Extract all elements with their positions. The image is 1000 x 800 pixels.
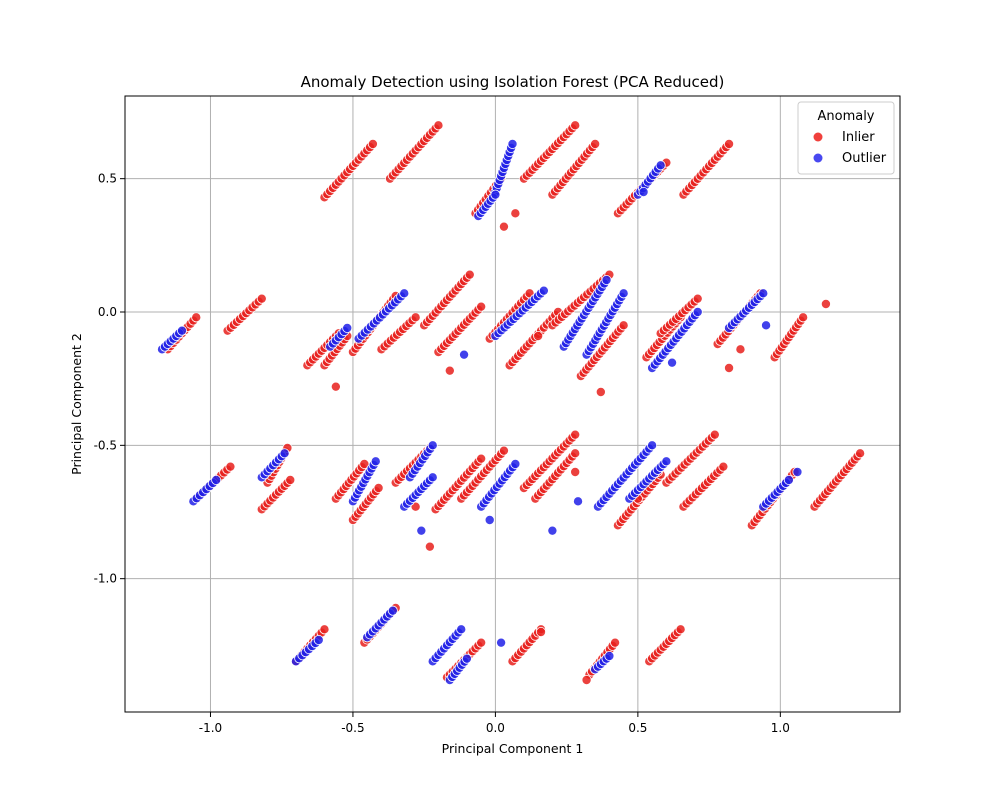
legend-title: Anomaly [817, 109, 874, 124]
outlier-point [370, 456, 381, 467]
outlier-point [387, 605, 398, 616]
inlier-point [510, 208, 521, 219]
outlier-point [211, 474, 222, 485]
outlier-point [427, 472, 438, 483]
x-axis-label: Principal Component 1 [442, 741, 584, 756]
inlier-point [570, 448, 581, 459]
outlier-point [342, 322, 353, 333]
y-axis-label: Principal Component 2 [69, 333, 84, 475]
outlier-point [416, 525, 427, 536]
x-tick-label: 0.5 [628, 721, 647, 735]
inlier-point [570, 429, 581, 440]
outlier-point [792, 466, 803, 477]
outlier-point [538, 285, 549, 296]
inlier-point [570, 120, 581, 131]
legend-marker-outlier [813, 153, 823, 163]
inlier-point [433, 120, 444, 131]
x-tick-label: -1.0 [199, 721, 222, 735]
inlier-point [570, 466, 581, 477]
inlier-point [444, 365, 455, 376]
inlier-point [595, 386, 606, 397]
inlier-point [533, 330, 544, 341]
outlier-point [399, 288, 410, 299]
scatter-points [157, 120, 866, 686]
legend-label-inlier: Inlier [842, 130, 875, 145]
inlier-point [692, 293, 703, 304]
outlier-point [459, 349, 470, 360]
outlier-point [601, 274, 612, 285]
outlier-point [490, 189, 501, 200]
x-tick-label: 0.0 [486, 721, 505, 735]
outlier-point [427, 440, 438, 451]
inlier-point [618, 320, 629, 331]
outlier-point [279, 448, 290, 459]
outlier-point [761, 320, 772, 331]
inlier-point [675, 624, 686, 635]
y-tick-label: -0.5 [94, 438, 117, 452]
inlier-point [820, 298, 831, 309]
inlier-point [718, 461, 729, 472]
outlier-point [313, 635, 324, 646]
legend-marker-inlier [813, 132, 823, 142]
plot-frame [124, 95, 901, 713]
outlier-point [783, 474, 794, 485]
inlier-point [498, 221, 509, 232]
axis-ticks: -1.0 -0.5 0.0 0.5 1.0 0.5 0.0 -0.5 -1.0 [94, 172, 790, 735]
inlier-point [855, 448, 866, 459]
outlier-point [573, 496, 584, 507]
outlier-point [618, 288, 629, 299]
outlier-point [667, 357, 678, 368]
inlier-point [724, 138, 735, 149]
inlier-point [424, 541, 435, 552]
outlier-point [510, 458, 521, 469]
legend: Anomaly Inlier Outlier [797, 101, 895, 175]
outlier-point [692, 306, 703, 317]
inlier-point [464, 269, 475, 280]
inlier-point [724, 362, 735, 373]
inlier-point [498, 445, 509, 456]
inlier-point [535, 627, 546, 638]
inlier-point [798, 312, 809, 323]
inlier-point [476, 637, 487, 648]
outlier-point [758, 288, 769, 299]
inlier-point [319, 624, 330, 635]
outlier-point [638, 186, 649, 197]
legend-label-outlier: Outlier [842, 151, 887, 166]
inlier-point [476, 301, 487, 312]
outlier-point [647, 440, 658, 451]
outlier-point [547, 525, 558, 536]
outlier-point [484, 515, 495, 526]
outlier-point [461, 653, 472, 664]
inlier-point [610, 637, 621, 648]
inlier-point [735, 344, 746, 355]
inlier-point [367, 138, 378, 149]
inlier-point [476, 453, 487, 464]
outlier-point [176, 325, 187, 336]
inlier-point [410, 312, 421, 323]
inlier-point [590, 138, 601, 149]
outlier-point [604, 651, 615, 662]
inlier-point [581, 675, 592, 686]
x-tick-label: 1.0 [771, 721, 790, 735]
outlier-point [507, 138, 518, 149]
inlier-point [285, 474, 296, 485]
x-tick-label: -0.5 [341, 721, 364, 735]
outlier-point [456, 624, 467, 635]
inlier-point [191, 312, 202, 323]
inlier-point [373, 482, 384, 493]
outlier-point [655, 160, 666, 171]
inlier-point [709, 429, 720, 440]
y-tick-label: -1.0 [94, 572, 117, 586]
inlier-point [256, 293, 267, 304]
chart-title: Anomaly Detection using Isolation Forest… [301, 73, 725, 91]
outlier-point [661, 456, 672, 467]
y-tick-label: 0.0 [98, 305, 117, 319]
inlier-point [330, 381, 341, 392]
outlier-point [496, 637, 507, 648]
y-tick-label: 0.5 [98, 172, 117, 186]
inlier-point [225, 461, 236, 472]
